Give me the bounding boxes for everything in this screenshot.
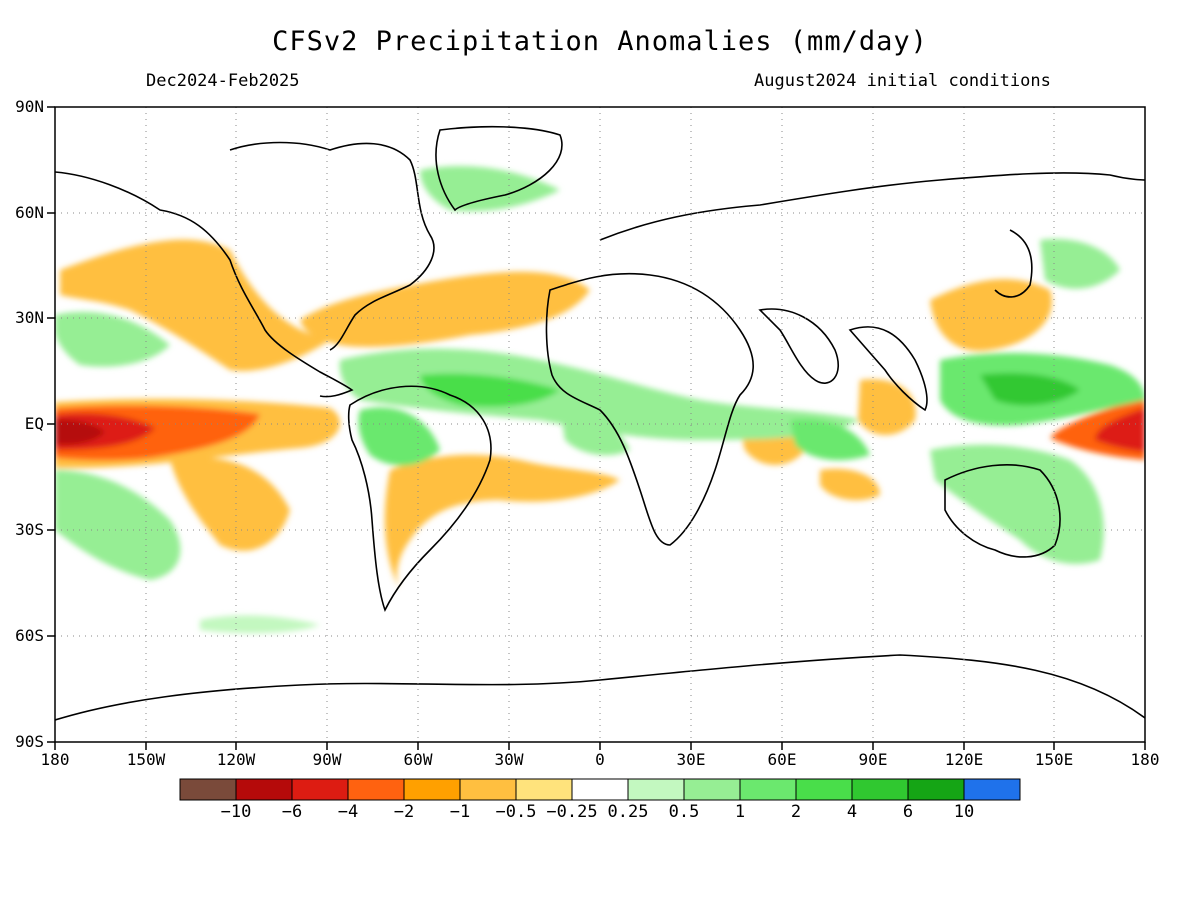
colorbar-swatch [291,778,349,801]
coastlines [55,125,1145,721]
lon-label-150w: 150W [126,750,166,769]
colorbar-tick-label: 2 [790,802,802,822]
lon-label-90w: 90W [312,750,342,769]
colorbar-tick-label: 10 [953,802,975,822]
colorbar-tick-label: 0.5 [668,802,700,822]
lat-label-eq: EQ [24,414,44,433]
lon-label-150e: 150E [1034,750,1074,769]
lat-label-60n: 60N [15,203,44,222]
colorbar-swatch [571,778,629,801]
colorbar-swatch [851,778,909,801]
lat-label-60s: 60S [15,626,44,645]
colorbar-tick-label: 4 [846,802,858,822]
page-title: CFSv2 Precipitation Anomalies (mm/day) [272,26,928,57]
lon-label-180w: 180 [40,750,70,769]
colorbar-tick-label: 6 [902,802,914,822]
lat-label-90s: 90S [15,732,44,751]
colorbar-swatch [627,778,685,801]
axis-ticks [47,106,1146,750]
colorbar-tick-label: −0.5 [495,802,537,822]
lon-label-180e: 180 [1130,750,1160,769]
colorbar-tick-label: −2 [393,802,415,822]
lon-label-60e: 60E [767,750,797,769]
colorbar-tick-label: −10 [220,802,252,822]
lon-label-60w: 60W [403,750,433,769]
colorbar-tick-label: −1 [449,802,471,822]
colorbar-swatch [235,778,293,801]
colorbar-tick-label: −0.25 [546,802,598,822]
colorbar-swatch [179,778,237,801]
colorbar-swatch [795,778,853,801]
lat-label-30n: 30N [15,308,44,327]
colorbar-swatch [739,778,797,801]
colorbar-swatch [515,778,573,801]
lon-label-120e: 120E [944,750,984,769]
lon-label-90e: 90E [858,750,888,769]
lat-label-90n: 90N [15,97,44,116]
colorbar-swatch [403,778,461,801]
lon-label-0: 0 [595,750,605,769]
initial-conditions: August2024 initial conditions [754,71,1051,91]
colorbar-swatch [963,778,1021,801]
colorbar-tick-label: −4 [337,802,359,822]
lon-label-30e: 30E [676,750,706,769]
colorbar-swatch [347,778,405,801]
colorbar-swatch [683,778,741,801]
colorbar-tick-label: 1 [734,802,746,822]
anomaly-field [55,107,1145,742]
lat-label-30s: 30S [15,520,44,539]
colorbar-tick-label: 0.25 [607,802,649,822]
colorbar-swatch [459,778,517,801]
colorbar-swatch [907,778,965,801]
colorbar [179,778,1021,801]
lon-label-30w: 30W [494,750,524,769]
lon-label-120w: 120W [216,750,256,769]
colorbar-tick-label: −6 [281,802,303,822]
forecast-period: Dec2024-Feb2025 [146,71,300,91]
